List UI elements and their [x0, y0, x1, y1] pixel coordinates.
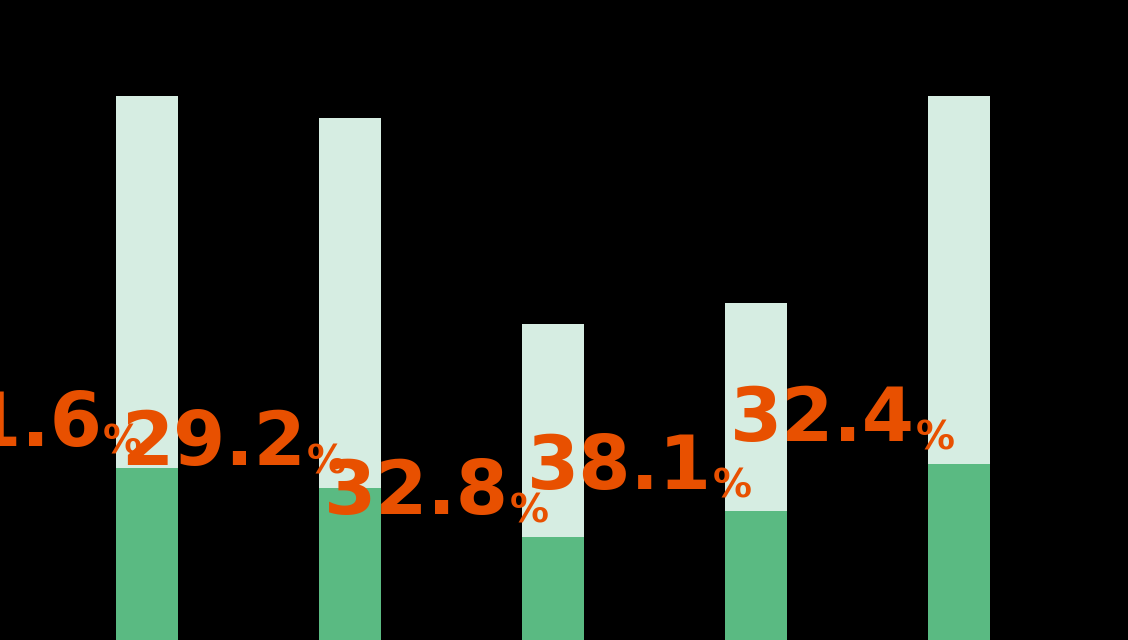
- Bar: [116, 468, 178, 640]
- Bar: [318, 118, 380, 640]
- Text: 29.2: 29.2: [122, 408, 306, 481]
- Bar: [927, 464, 990, 640]
- Bar: [521, 536, 584, 640]
- Bar: [521, 324, 584, 640]
- Text: %: %: [103, 424, 142, 461]
- Text: %: %: [713, 467, 751, 505]
- Text: 31.6: 31.6: [0, 388, 103, 461]
- Bar: [927, 96, 990, 640]
- Bar: [724, 511, 787, 640]
- Text: 32.4: 32.4: [730, 385, 916, 458]
- Bar: [724, 303, 787, 640]
- Text: %: %: [916, 419, 954, 458]
- Text: 38.1: 38.1: [527, 432, 713, 505]
- Text: %: %: [306, 443, 345, 481]
- Text: 32.8: 32.8: [324, 457, 510, 530]
- Text: %: %: [510, 492, 548, 530]
- Bar: [116, 96, 178, 640]
- Bar: [318, 488, 380, 640]
